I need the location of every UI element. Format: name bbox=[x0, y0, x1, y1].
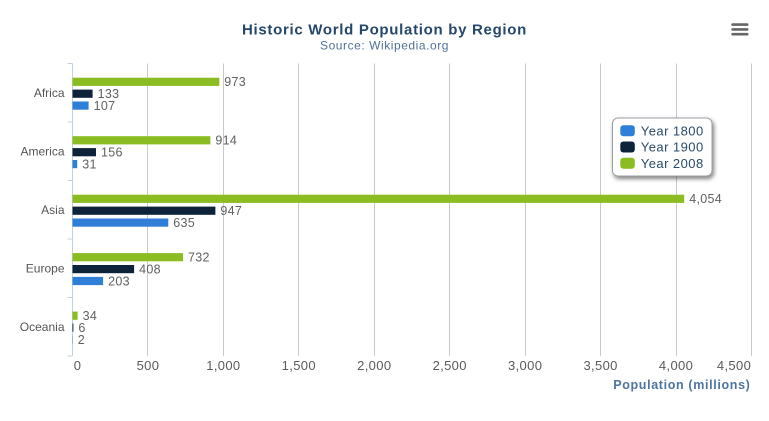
svg-text:500: 500 bbox=[137, 358, 160, 373]
svg-text:Africa: Africa bbox=[34, 86, 65, 100]
svg-text:Europe: Europe bbox=[26, 262, 65, 276]
svg-text:0: 0 bbox=[74, 358, 82, 373]
svg-text:4,054: 4,054 bbox=[689, 192, 722, 206]
svg-text:Population (millions): Population (millions) bbox=[613, 378, 750, 392]
svg-text:3,500: 3,500 bbox=[583, 358, 617, 373]
svg-text:Asia: Asia bbox=[41, 203, 65, 217]
svg-text:107: 107 bbox=[94, 99, 116, 113]
svg-text:947: 947 bbox=[220, 204, 242, 218]
svg-text:1,500: 1,500 bbox=[282, 358, 316, 373]
svg-text:156: 156 bbox=[101, 146, 123, 160]
svg-text:Year 1800: Year 1800 bbox=[641, 124, 704, 139]
svg-text:1,000: 1,000 bbox=[206, 358, 240, 373]
svg-text:31: 31 bbox=[82, 157, 97, 171]
svg-text:732: 732 bbox=[188, 251, 210, 265]
svg-text:914: 914 bbox=[215, 134, 237, 148]
svg-text:Year 2008: Year 2008 bbox=[641, 156, 704, 171]
svg-text:Historic World Population by R: Historic World Population by Region bbox=[242, 21, 527, 38]
svg-text:973: 973 bbox=[224, 75, 246, 89]
svg-text:4,500: 4,500 bbox=[717, 358, 751, 373]
svg-text:3,000: 3,000 bbox=[508, 358, 542, 373]
svg-text:2,000: 2,000 bbox=[357, 358, 391, 373]
svg-text:4,000: 4,000 bbox=[659, 358, 693, 373]
svg-text:408: 408 bbox=[139, 262, 161, 276]
svg-text:2: 2 bbox=[78, 333, 85, 347]
svg-text:635: 635 bbox=[173, 216, 195, 230]
svg-text:America: America bbox=[20, 145, 64, 159]
svg-text:2,500: 2,500 bbox=[433, 358, 467, 373]
svg-text:Source: Wikipedia.org: Source: Wikipedia.org bbox=[320, 39, 449, 53]
svg-text:203: 203 bbox=[108, 274, 130, 288]
svg-text:Oceania: Oceania bbox=[20, 320, 65, 334]
svg-text:Year 1900: Year 1900 bbox=[641, 140, 704, 155]
